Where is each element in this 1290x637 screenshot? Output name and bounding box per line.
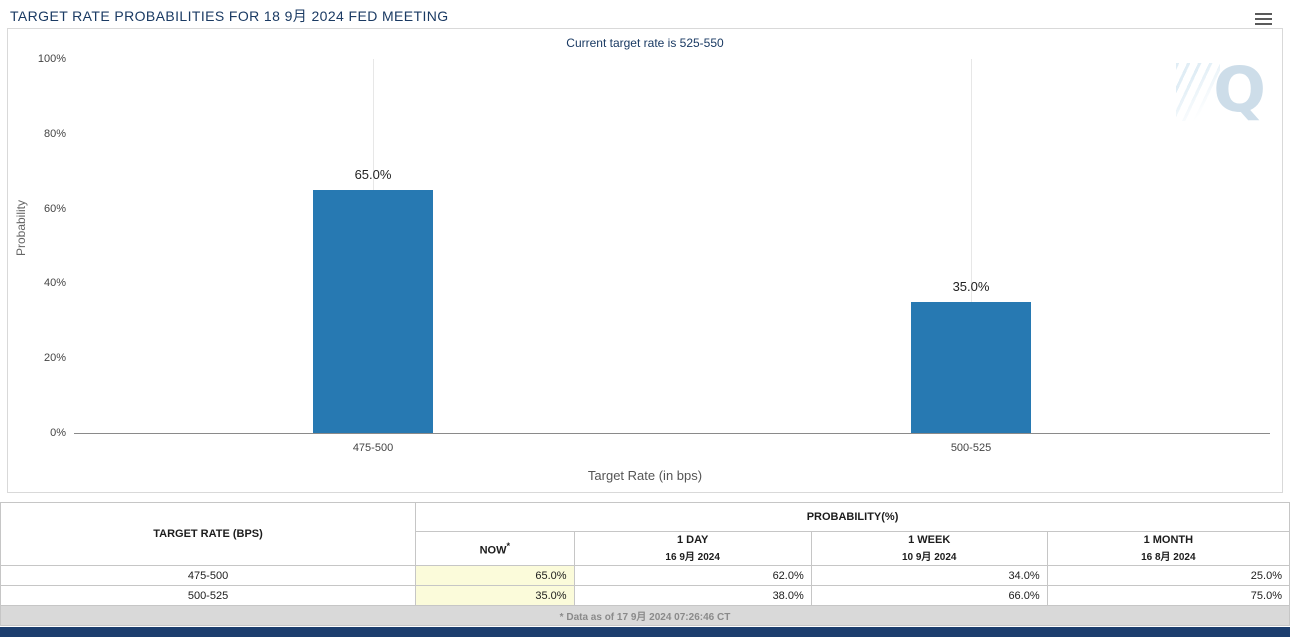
- col-header-1-week-label: 1 WEEK: [908, 534, 951, 546]
- hamburger-bar: [1255, 18, 1272, 20]
- bar-475-500: [313, 189, 433, 433]
- col-header-1-day-label: 1 DAY: [676, 534, 709, 546]
- week-value-cell: 66.0%: [810, 585, 1048, 606]
- y-tick-label: 0%: [50, 427, 66, 439]
- hamburger-bar: [1255, 23, 1272, 25]
- y-tick-label: 80%: [43, 127, 66, 140]
- col-header-1-week-date: 10 9月 2024: [901, 552, 957, 563]
- x-axis-title: Target Rate (in bps): [587, 468, 703, 483]
- y-tick-label: 100%: [37, 53, 66, 65]
- bottom-navy-bar: [0, 627, 1290, 637]
- table-footer-row: * Data as of 17 9月 2024 07:26:46 CT: [0, 605, 1290, 626]
- hamburger-bar: [1255, 13, 1272, 15]
- gridline: [971, 59, 972, 433]
- month-value-cell: 25.0%: [1046, 565, 1290, 586]
- table-row: 475-500 65.0% 62.0% 34.0% 25.0%: [0, 565, 1290, 586]
- chart-subtitle: Current target rate is 525-550: [566, 36, 724, 50]
- footnote-marker: *: [506, 540, 511, 551]
- col-header-now: NOW*: [415, 531, 575, 566]
- header: TARGET RATE PROBABILITIES FOR 18 9月 2024…: [0, 0, 1290, 28]
- rate-cell: 475-500: [0, 565, 417, 586]
- y-tick-label: 20%: [43, 352, 66, 365]
- table-row: 500-525 35.0% 38.0% 66.0% 75.0%: [0, 585, 1290, 606]
- page-title: TARGET RATE PROBABILITIES FOR 18 9月 2024…: [10, 8, 449, 24]
- data-as-of-footnote: * Data as of 17 9月 2024 07:26:46 CT: [0, 605, 1290, 626]
- now-value-cell: 35.0%: [415, 585, 575, 606]
- y-tick-label: 40%: [43, 277, 66, 290]
- watermark-dashes: [1176, 63, 1220, 121]
- bar-value-label: 65.0%: [354, 166, 392, 182]
- y-tick-label: 60%: [43, 202, 66, 215]
- month-value-cell: 75.0%: [1046, 585, 1290, 606]
- col-header-1-week: 1 WEEK 10 9月 2024: [810, 531, 1048, 566]
- quikstrike-watermark-icon: Q: [1213, 53, 1266, 126]
- plot-area: 0% 20% 40% 60% 80% 100% 65.0% 35.0% 475-…: [38, 53, 1270, 454]
- col-header-1-day-date: 16 9月 2024: [665, 552, 720, 563]
- x-tick-label: 475-500: [352, 442, 394, 454]
- hamburger-menu-icon[interactable]: [1255, 13, 1272, 28]
- day-value-cell: 38.0%: [573, 585, 812, 606]
- col-header-1-day: 1 DAY 16 9月 2024: [573, 531, 812, 566]
- y-axis-title: Probability: [14, 199, 28, 256]
- rate-cell: 500-525: [0, 585, 417, 606]
- bar-value-label: 35.0%: [952, 279, 990, 295]
- x-tick-label: 500-525: [950, 442, 992, 454]
- probability-bar-chart: Current target rate is 525-550 Q Probabi…: [7, 28, 1283, 493]
- day-value-cell: 62.0%: [573, 565, 812, 586]
- col-header-target-rate: TARGET RATE (BPS): [0, 502, 417, 566]
- col-header-now-label: NOW: [479, 544, 507, 557]
- bar-500-525: [911, 302, 1031, 433]
- col-header-probability-group: PROBABILITY(%): [415, 502, 1290, 532]
- col-header-1-month-date: 16 8月 2024: [1141, 552, 1196, 563]
- now-value-cell: 65.0%: [415, 565, 575, 586]
- week-value-cell: 34.0%: [810, 565, 1048, 586]
- probability-table: TARGET RATE (BPS) PROBABILITY(%) NOW* 1 …: [0, 502, 1290, 626]
- col-header-1-month: 1 MONTH 16 8月 2024: [1046, 531, 1290, 566]
- col-header-1-month-label: 1 MONTH: [1143, 534, 1194, 546]
